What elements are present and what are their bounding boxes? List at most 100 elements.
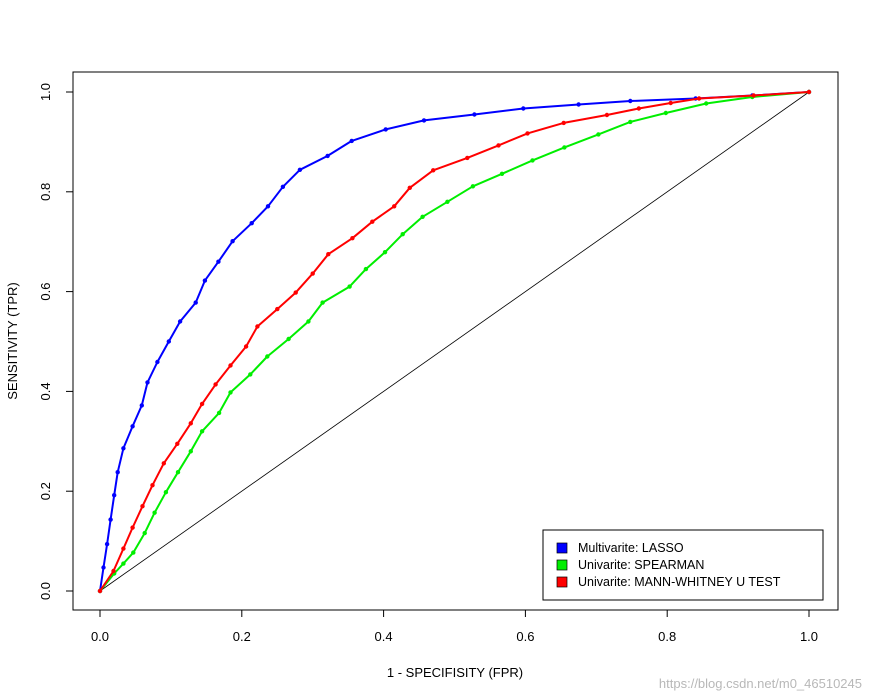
data-point-spearman [499,171,505,176]
data-point-spearman [175,470,181,475]
data-point-lasso [104,541,110,547]
data-point-mann-whitney [431,168,436,173]
data-point-spearman [228,390,233,395]
data-point-lasso [628,98,633,104]
x-axis-label: 1 - SPECIFISITY (FPR) [387,665,523,680]
data-point-lasso [112,493,117,498]
data-point-mann-whitney [465,155,470,161]
data-point-mann-whitney [199,401,205,407]
data-point-lasso [325,153,330,159]
data-point-spearman [121,561,126,566]
legend-swatch-lasso [556,542,568,554]
legend-label-mann-whitney: Univarite: MANN-WHITNEY U TEST [578,575,781,589]
legend: Multivarite: LASSO Univarite: SPEARMAN U… [542,529,824,601]
data-point-spearman [596,132,601,137]
data-point-mann-whitney [310,271,315,276]
data-point-spearman [265,354,270,359]
data-point-mann-whitney [696,96,702,101]
legend-label-spearman: Univarite: SPEARMAN [578,558,704,572]
data-point-spearman [163,490,169,495]
data-point-lasso [230,239,235,244]
series-mann-whitney [97,89,812,594]
data-point-spearman [663,110,668,116]
data-point-lasso [383,127,388,132]
y-tick-label: 0.6 [38,283,53,301]
data-point-spearman [470,184,476,189]
x-axis: 0.0 0.2 0.4 0.6 0.8 1.0 [91,609,818,644]
data-point-spearman [131,550,136,555]
data-point-lasso [349,138,354,144]
legend-label-lasso: Multivarite: LASSO [578,541,684,555]
data-point-spearman [152,510,157,515]
series-line-lasso [99,91,810,592]
y-tick-label: 0.0 [38,582,53,600]
data-point-mann-whitney [806,89,812,95]
data-point-spearman [704,101,709,106]
data-point-mann-whitney [668,100,673,106]
x-tick-label: 0.8 [658,629,676,644]
data-point-mann-whitney [175,441,180,446]
data-point-lasso [155,359,160,365]
data-point-mann-whitney [130,525,135,530]
data-point-lasso [121,446,126,451]
data-point-spearman [628,119,633,125]
data-point-lasso [472,112,477,117]
data-point-mann-whitney [751,93,756,98]
data-point-mann-whitney [140,504,145,509]
data-point-mann-whitney [213,382,218,387]
data-point-lasso [193,300,198,305]
data-point-lasso [166,339,171,344]
data-point-spearman [248,372,253,377]
data-point-spearman [142,530,147,536]
data-point-spearman [445,199,450,204]
data-point-mann-whitney [121,546,126,551]
data-point-mann-whitney [326,252,331,257]
data-point-mann-whitney [350,236,355,241]
data-point-lasso [249,221,254,226]
data-point-spearman [188,449,193,454]
data-point-spearman [216,410,222,416]
data-point-mann-whitney [407,185,412,190]
data-point-spearman [306,319,311,324]
y-axis-label: SENSITIVITY (TPR) [5,282,20,400]
data-point-spearman [400,232,405,237]
data-point-lasso [421,118,427,123]
data-point-mann-whitney [161,461,166,466]
data-point-mann-whitney [496,143,501,148]
data-point-lasso [145,380,150,385]
data-point-spearman [562,145,567,150]
data-point-mann-whitney [392,204,397,209]
data-point-mann-whitney [293,290,298,295]
data-point-lasso [202,278,208,283]
y-tick-label: 0.4 [38,382,53,400]
y-tick-label: 0.8 [38,183,53,201]
data-point-lasso [177,319,183,324]
data-point-mann-whitney [228,363,233,368]
data-point-spearman [382,250,388,255]
data-point-lasso [216,259,221,264]
y-axis: 0.0 0.2 0.4 0.6 0.8 1.0 [38,83,74,600]
data-point-lasso [115,470,120,475]
data-point-spearman [320,300,325,305]
data-point-mann-whitney [275,306,280,312]
data-point-mann-whitney [636,106,641,111]
y-tick-label: 1.0 [38,83,53,101]
x-tick-label: 0.0 [91,629,109,644]
data-point-lasso [130,424,135,429]
data-point-mann-whitney [111,568,116,574]
data-point-mann-whitney [243,344,249,349]
data-point-mann-whitney [370,219,375,224]
data-point-mann-whitney [561,120,566,126]
data-point-lasso [108,517,113,522]
data-point-mann-whitney [255,324,260,329]
watermark: https://blog.csdn.net/m0_46510245 [659,676,862,691]
data-point-spearman [199,429,205,434]
legend-swatch-mann-whitney [556,576,568,588]
y-tick-label: 0.2 [38,482,53,500]
x-tick-label: 0.4 [375,629,393,644]
series-layer [97,89,812,594]
data-point-lasso [521,106,526,111]
data-point-spearman [347,284,352,289]
data-point-mann-whitney [604,112,610,118]
